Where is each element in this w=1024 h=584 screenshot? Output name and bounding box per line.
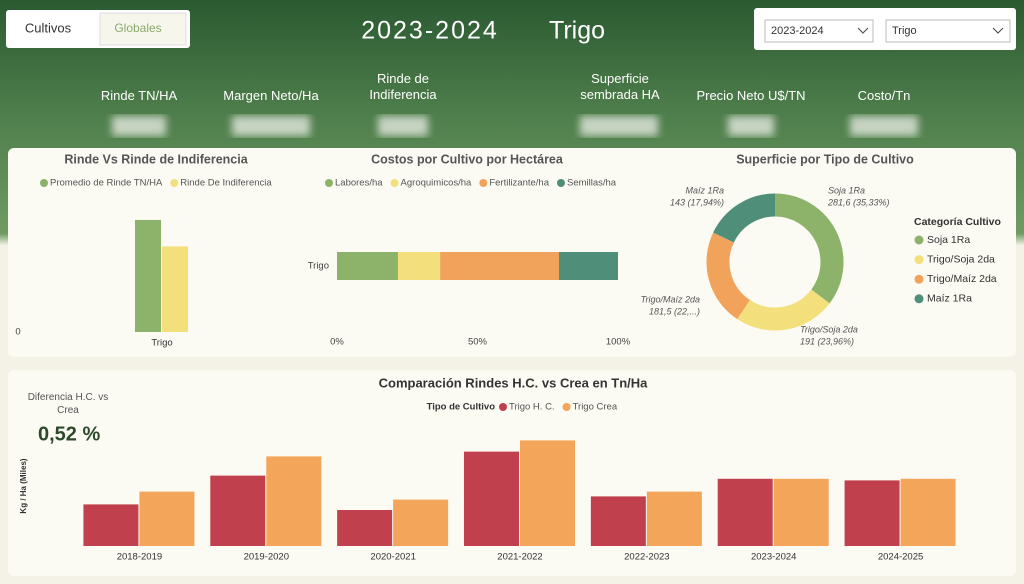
x-tick-label: 2019-2020: [244, 552, 289, 563]
kpi-label: Superficie sembrada HA: [580, 71, 660, 102]
dropdown-value[interactable]: Trigo: [892, 25, 917, 37]
legend-marker: [170, 179, 179, 187]
legend-label: Trigo H. C.: [509, 402, 555, 413]
segment-name: Trigo/Maíz 2da: [641, 294, 700, 304]
chart-title: Costos por Cultivo por Hectárea: [371, 152, 564, 166]
bar-segment: [337, 252, 398, 280]
donut-segment: [774, 193, 844, 304]
bar: [83, 504, 139, 546]
legend-marker: [479, 179, 488, 187]
x-tick-label: 2021-2022: [497, 552, 542, 563]
bar: [210, 475, 266, 546]
legend-label: Trigo/Soja 2da: [927, 253, 995, 265]
legend-title: Tipo de Cultivo: [427, 402, 496, 413]
page-title: 2023-2024: [361, 17, 499, 45]
bar-segment: [397, 252, 441, 280]
segment-name: Maíz 1Ra: [685, 185, 724, 195]
bar: [162, 246, 188, 332]
kpi-label: Margen Neto/Ha: [223, 88, 319, 103]
segment-value: 191 (23,96%): [800, 336, 854, 346]
chart-title: Superficie por Tipo de Cultivo: [736, 152, 914, 166]
legend-label: Fertilizante/ha: [489, 178, 549, 189]
legend-marker: [914, 235, 924, 245]
bar: [844, 480, 900, 546]
legend-label: Soja 1Ra: [927, 234, 970, 246]
x-tick-label: 2024-2025: [878, 552, 923, 563]
chevron: [857, 27, 1004, 34]
x-tick-label: 0%: [330, 337, 344, 348]
bar: [900, 478, 956, 546]
legend-label: Semillas/ha: [567, 178, 617, 189]
chart-title: Rinde Vs Rinde de Indiferencia: [64, 152, 248, 166]
dropdown[interactable]: [764, 19, 874, 43]
dropdown-value[interactable]: 2023-2024: [771, 25, 824, 37]
legend-marker: [562, 403, 571, 411]
kpi-values-blurred: [112, 116, 918, 136]
x-tick-label: 2023-2024: [751, 552, 796, 563]
dropdown[interactable]: [885, 19, 1011, 43]
bar: [337, 510, 393, 546]
kpi-label: Costo/Tn: [857, 88, 911, 103]
x-tick-label: Trigo: [151, 338, 172, 349]
x-tick-label: 2018-2019: [117, 552, 162, 563]
bar: [266, 456, 322, 546]
legend-marker: [40, 179, 48, 187]
card-label: Diferencia H.C. vs Crea: [27, 392, 109, 416]
legend-label: Agroquimicos/ha: [401, 178, 472, 189]
x-tick-label: 2020-2021: [370, 552, 415, 563]
bar: [590, 496, 646, 546]
segment-value: 281,6 (35,33%): [827, 197, 890, 207]
y-axis-title: Kg / Ha (Miles): [19, 458, 28, 513]
legend-label: Maíz 1Ra: [927, 293, 972, 305]
legend-label: Rinde De Indiferencia: [180, 178, 272, 189]
bar-segment: [440, 252, 559, 280]
legend-marker: [556, 179, 565, 187]
segment-value: 143 (17,94%): [670, 197, 724, 207]
legend-label: Trigo Crea: [573, 402, 618, 413]
kpi-label: Rinde de Indiferencia: [369, 71, 437, 102]
y-tick-label: 0: [15, 327, 20, 338]
chart-title: Comparación Rindes H.C. vs Crea en Tn/Ha: [379, 375, 649, 390]
kpi-label: Rinde TN/HA: [100, 88, 178, 103]
toggle-label[interactable]: Globales: [114, 21, 161, 35]
bar-segment: [558, 252, 618, 280]
donut-segment: [713, 193, 776, 243]
legend-marker: [914, 274, 924, 284]
kpi-label: Precio Neto U$/TN: [696, 88, 806, 103]
segment-name: Soja 1Ra: [828, 185, 865, 195]
legend-title: Categoría Cultivo: [914, 216, 1001, 228]
bar: [135, 219, 161, 332]
toggle-inactive[interactable]: [99, 12, 187, 46]
legend-label: Trigo/Maíz 2da: [927, 273, 997, 285]
bar: [139, 491, 195, 546]
bar: [717, 478, 773, 546]
bar: [520, 440, 575, 546]
legend-marker: [499, 403, 507, 411]
segment-name: Trigo/Soja 2da: [800, 324, 858, 334]
y-tick-label: Trigo: [308, 261, 329, 272]
legend-marker: [914, 294, 924, 304]
donut-segment: [737, 289, 830, 331]
legend-label: Promedio de Rinde TN/HA: [50, 178, 163, 189]
bar: [646, 491, 702, 546]
page-title: Trigo: [549, 17, 605, 45]
x-tick-label: 50%: [468, 337, 488, 348]
legend-marker: [914, 255, 924, 265]
legend-marker: [325, 179, 333, 187]
bar: [464, 451, 519, 546]
donut-segment: [706, 232, 751, 320]
toggle-label[interactable]: Cultivos: [25, 20, 72, 35]
segment-value: 181,5 (22,...): [649, 306, 700, 316]
bar: [773, 478, 829, 546]
legend-marker: [390, 179, 399, 187]
bar: [393, 499, 449, 546]
x-tick-label: 2022-2023: [624, 552, 669, 563]
card-value: 0,52 %: [38, 423, 100, 445]
x-tick-label: 100%: [606, 337, 631, 348]
legend-label: Labores/ha: [335, 178, 383, 189]
